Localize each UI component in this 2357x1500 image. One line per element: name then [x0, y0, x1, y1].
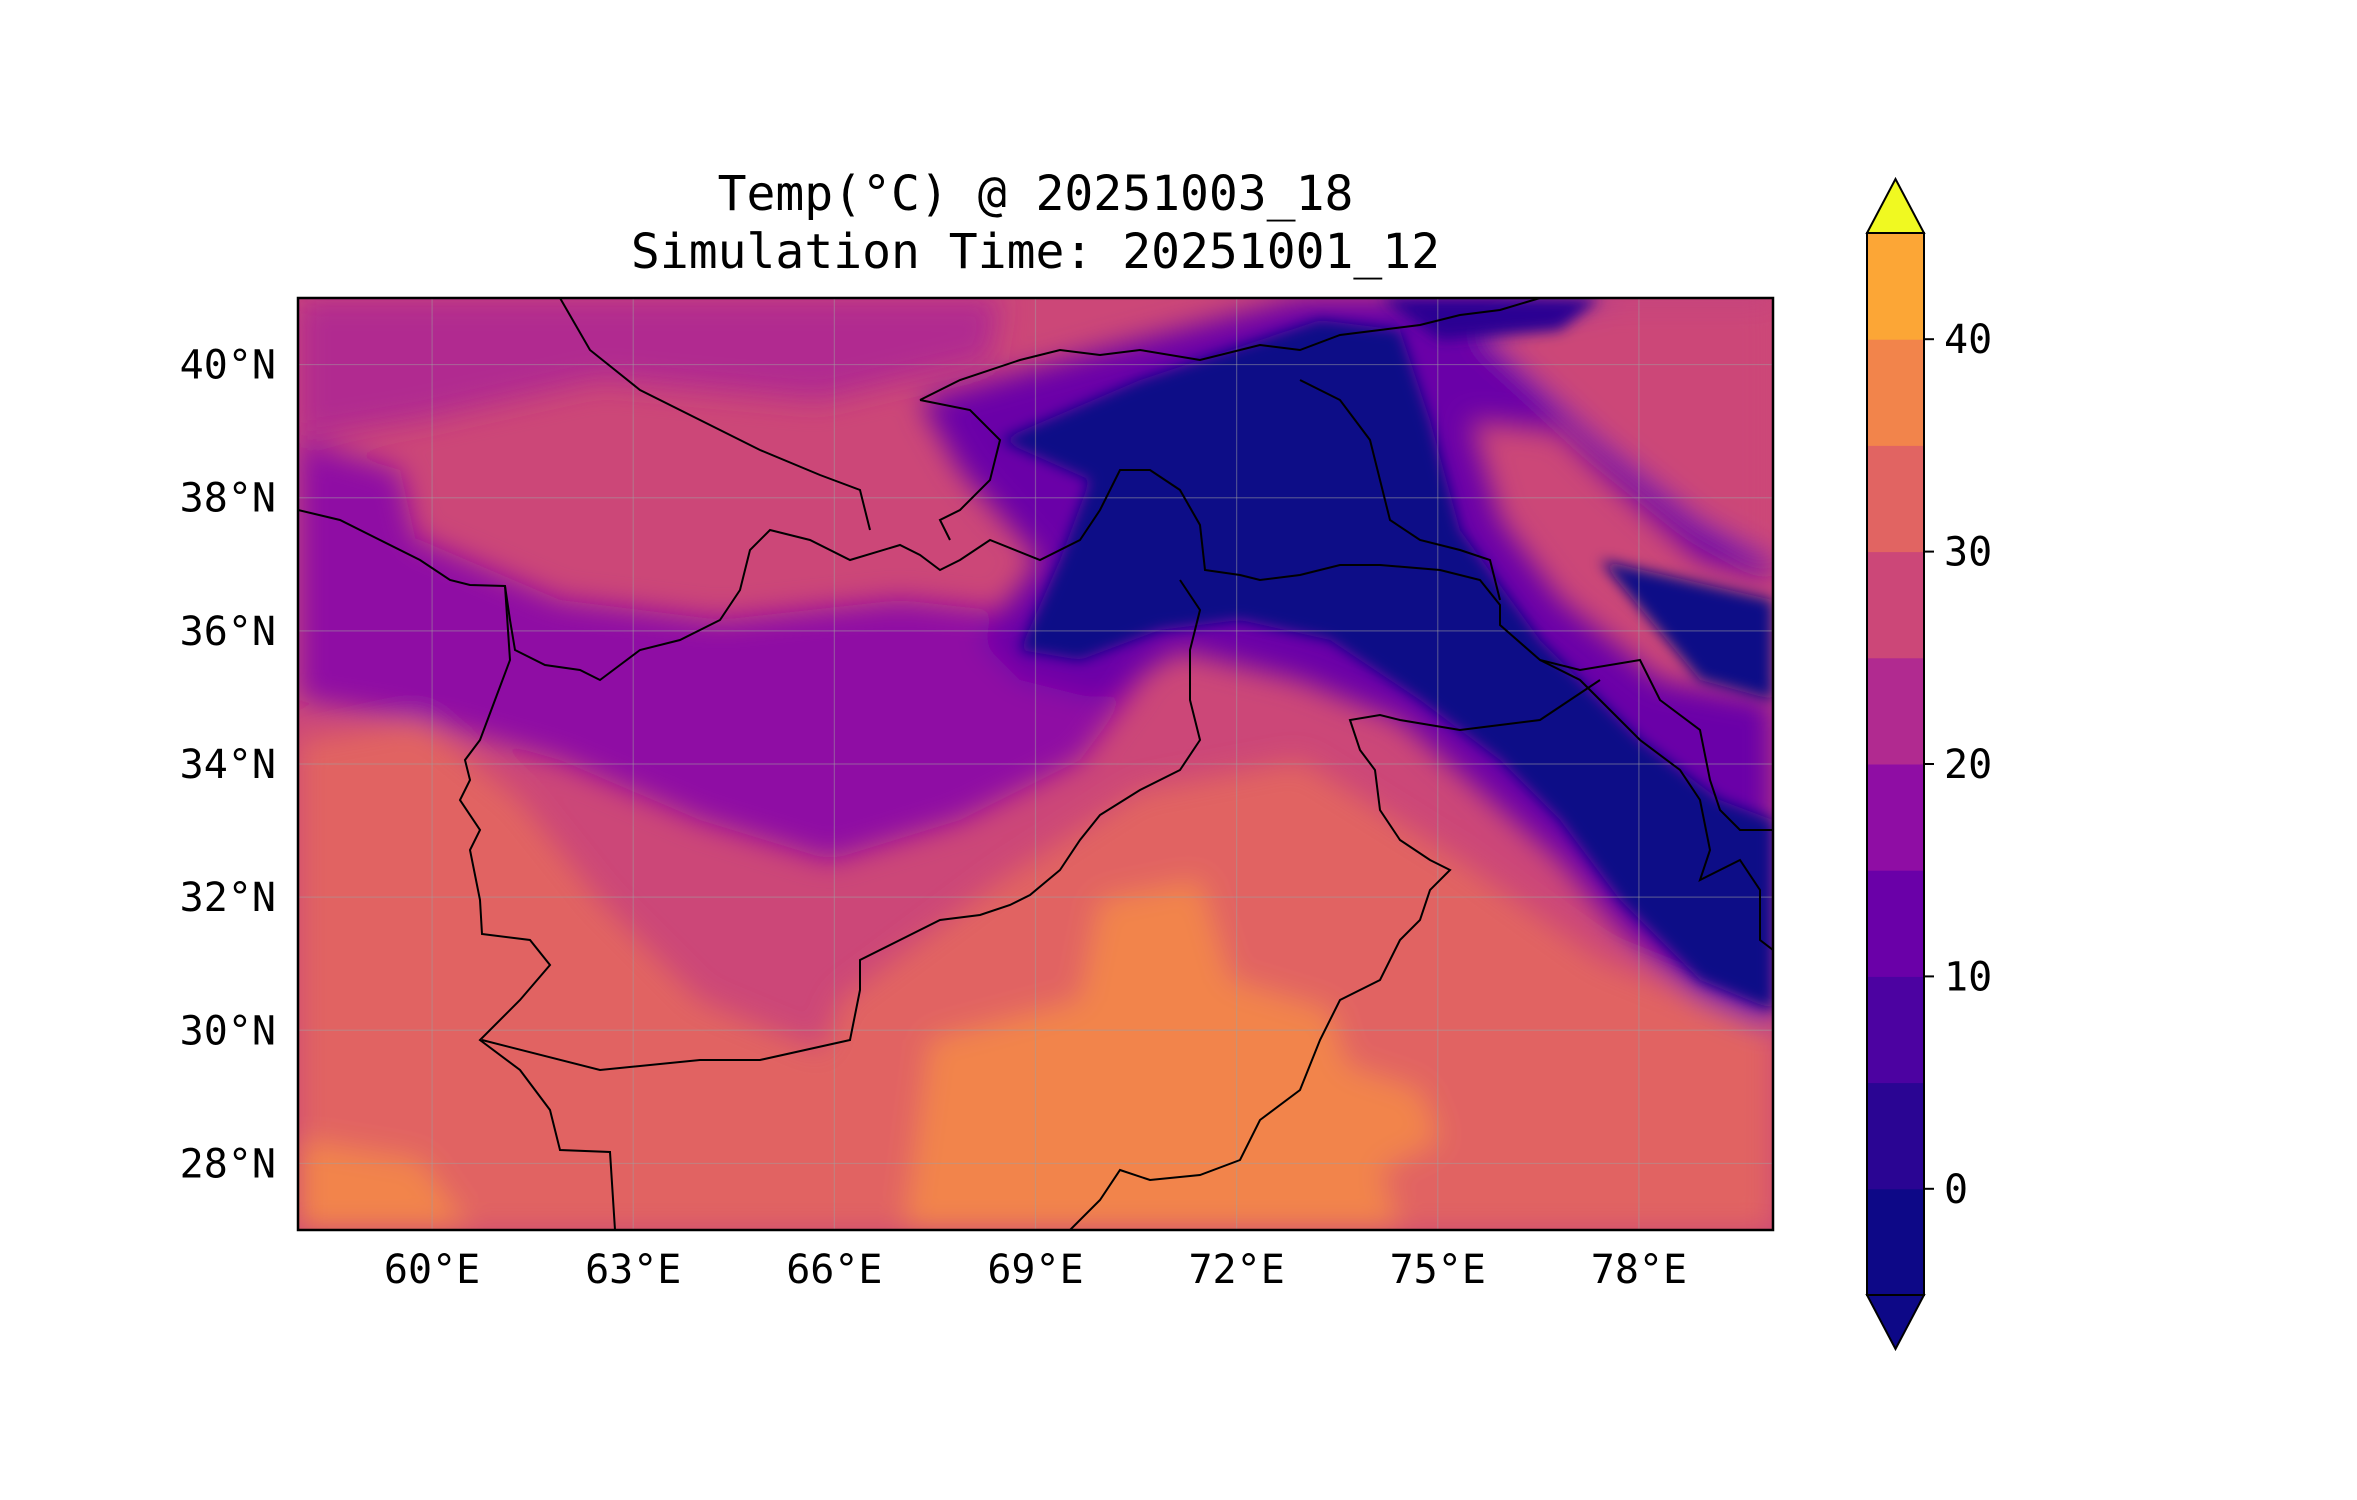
- colorbar-segment: [1867, 445, 1924, 553]
- border-northern: [298, 469, 1773, 831]
- colorbar-segment: [1867, 339, 1924, 446]
- border-kashmir-china: [1539, 659, 1773, 951]
- plot-subtitle: Simulation Time: 20251001_12: [630, 224, 1441, 280]
- border-uzbek-turkmen: [559, 298, 871, 531]
- field-hot-southwest: [298, 1140, 470, 1230]
- longitude-tick-labels: 60°E 63°E 66°E 69°E 72°E 75°E 78°E: [384, 1247, 1687, 1293]
- field-tarim-basin: [1480, 300, 1773, 560]
- colorbar-segment: [1867, 1082, 1924, 1190]
- lat-tick-label: 38°N: [180, 476, 276, 522]
- colorbar-tick-label: 20: [1944, 742, 1992, 788]
- field-cool-north: [298, 298, 1000, 440]
- border-iran-afghan: [458, 585, 616, 1230]
- colorbar-segment: [1867, 870, 1924, 977]
- lat-tick-label: 34°N: [180, 742, 276, 788]
- lat-tick-label: 36°N: [180, 609, 276, 655]
- latitude-tick-labels: 40°N 38°N 36°N 34°N 32°N 30°N 28°N: [180, 343, 276, 1188]
- colorbar-segment: [1867, 551, 1924, 659]
- lat-tick-label: 32°N: [180, 875, 276, 921]
- plot-title-block: Temp(°C) @ 20251003_18 Simulation Time: …: [298, 165, 1773, 281]
- plot-title: Temp(°C) @ 20251003_18: [717, 166, 1354, 222]
- lon-tick-label: 78°E: [1591, 1247, 1687, 1293]
- colorbar-segment: [1867, 976, 1924, 1084]
- border-pakistan-india: [1069, 679, 1601, 1230]
- colorbar-segment: [1867, 764, 1924, 871]
- colorbar-tick-label: 10: [1944, 954, 1992, 1000]
- field-warm-west: [298, 720, 880, 1230]
- border-kyrgyz: [919, 298, 1541, 401]
- border-tajik-china: [1299, 379, 1501, 601]
- country-borders: [298, 298, 1773, 1230]
- field-cool-highlands: [298, 500, 1140, 860]
- lat-tick-label: 40°N: [180, 343, 276, 389]
- colorbar-tick-label: 40: [1944, 317, 1992, 363]
- border-tajik-uzbek: [919, 399, 1002, 541]
- colorbar: [1865, 176, 1926, 1352]
- lon-tick-label: 60°E: [384, 1247, 480, 1293]
- colorbar-tick-label: 30: [1944, 530, 1992, 576]
- temperature-field: [298, 298, 1773, 1230]
- field-hot-indus: [905, 880, 1400, 1230]
- lat-tick-label: 30°N: [180, 1008, 276, 1054]
- field-cold-ridge: [1380, 298, 1600, 340]
- colorbar-segment: [1867, 657, 1924, 765]
- border-afghan-pakistan: [481, 579, 1202, 1072]
- colorbar-extend-min: [1865, 1294, 1926, 1352]
- field-freezing-peaks: [1000, 320, 1773, 1010]
- lon-tick-label: 75°E: [1390, 1247, 1486, 1293]
- field-cold-east: [1600, 560, 1773, 700]
- lon-tick-label: 69°E: [987, 1247, 1083, 1293]
- colorbar-segment: [1867, 233, 1924, 340]
- lon-tick-label: 72°E: [1188, 1247, 1284, 1293]
- colorbar-ticks: 0 10 20 30 40: [1924, 317, 1992, 1213]
- lat-tick-label: 28°N: [180, 1141, 276, 1187]
- colorbar-segment: [1867, 1188, 1924, 1296]
- lon-tick-label: 66°E: [786, 1247, 882, 1293]
- field-hot-patch: [1330, 1060, 1440, 1180]
- colorbar-tick-label: 0: [1944, 1167, 1968, 1213]
- map-frame: [296, 296, 1775, 1232]
- lon-tick-label: 63°E: [585, 1247, 681, 1293]
- gridlines: [298, 298, 1773, 1230]
- colorbar-extend-max: [1865, 176, 1926, 234]
